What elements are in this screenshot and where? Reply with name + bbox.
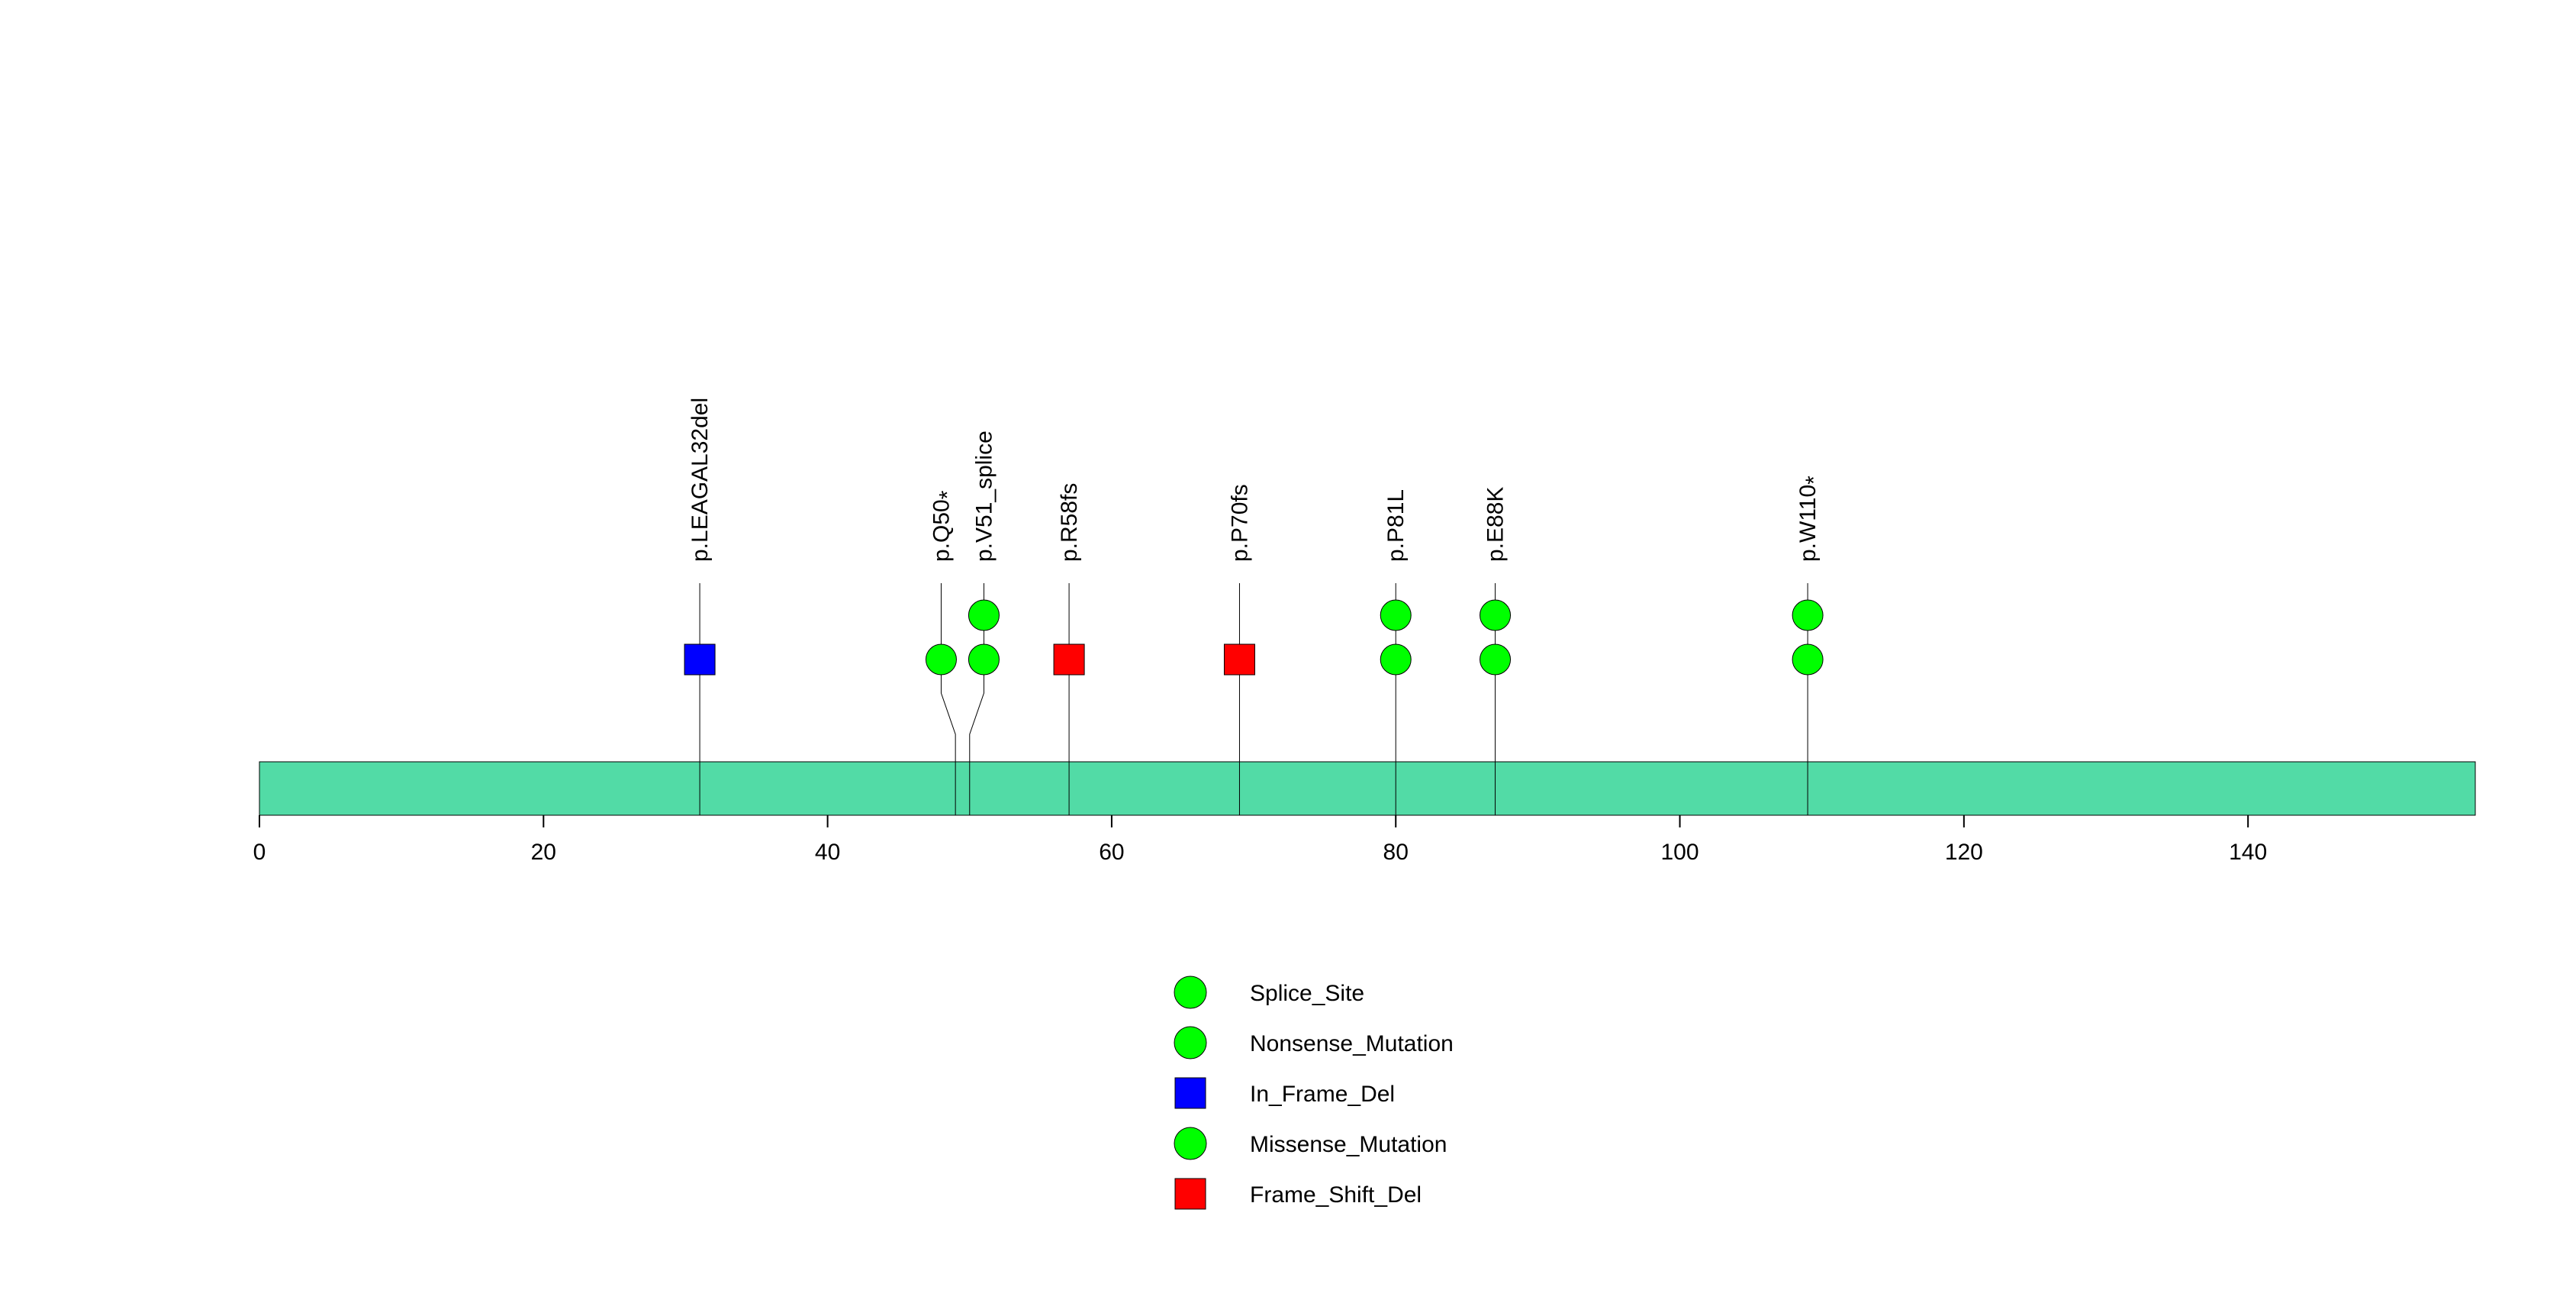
x-tick-label: 20 — [531, 840, 556, 865]
marker-missense-mutation — [1380, 599, 1412, 631]
x-tick-label: 120 — [1945, 840, 1983, 865]
legend-label: Nonsense_Mutation — [1250, 1031, 1454, 1056]
x-tick-label: 140 — [2229, 840, 2267, 865]
legend-label: Missense_Mutation — [1250, 1132, 1447, 1157]
x-tick-label: 80 — [1383, 840, 1409, 865]
mutation-label: p.E88K — [1483, 487, 1509, 562]
legend-swatch — [1174, 1127, 1207, 1160]
mutation-label: p.V51_splice — [971, 431, 997, 562]
mutation-label: p.R58fs — [1057, 483, 1082, 562]
legend-label: In_Frame_Del — [1250, 1082, 1395, 1107]
legend: Splice_Site Nonsense_Mutation In_Frame_Del… — [1174, 976, 1454, 1210]
bar-position-lines — [699, 762, 1808, 815]
legend-label: Frame_Shift_Del — [1250, 1182, 1422, 1208]
x-tick-label: 100 — [1661, 840, 1699, 865]
marker-missense-mutation — [1480, 643, 1512, 676]
marker-missense-mutation — [1480, 599, 1512, 631]
mutation-label: p.LEAGAL32del — [687, 398, 713, 562]
marker-nonsense-mutation — [1792, 643, 1824, 676]
mutation-stem — [940, 583, 956, 762]
mutation-markers — [684, 599, 1824, 676]
mutation-label: p.W110* — [1795, 476, 1827, 562]
x-axis: 0 20 40 60 80 100 120 140 — [253, 814, 2267, 865]
marker-nonsense-mutation — [925, 643, 957, 676]
x-tick-label: 0 — [253, 840, 266, 865]
x-tick-label: 60 — [1099, 840, 1124, 865]
legend-swatch — [1174, 1178, 1206, 1210]
marker-frame-shift-del — [1223, 643, 1255, 676]
marker-frame-shift-del — [1053, 643, 1085, 676]
mutation-label: p.P81L — [1383, 489, 1409, 562]
mutation-label: p.P70fs — [1227, 484, 1252, 562]
legend-swatch — [1174, 1026, 1207, 1059]
mutation-stem — [969, 583, 984, 762]
protein-domain-bar — [259, 761, 2476, 816]
marker-splice-site — [968, 643, 1000, 676]
marker-nonsense-mutation — [1792, 599, 1824, 631]
x-tick-label: 40 — [815, 840, 840, 865]
legend-label: Splice_Site — [1250, 981, 1364, 1006]
mutation-labels: p.LEAGAL32del p.Q50* p.V51_splice p.R58fs p.… — [687, 398, 1827, 562]
marker-splice-site — [968, 599, 1000, 631]
marker-in-frame-del — [684, 643, 716, 676]
legend-swatch — [1174, 976, 1207, 1009]
mutation-label: p.Q50* — [929, 490, 960, 562]
marker-missense-mutation — [1380, 643, 1412, 676]
legend-swatch — [1174, 1077, 1206, 1109]
